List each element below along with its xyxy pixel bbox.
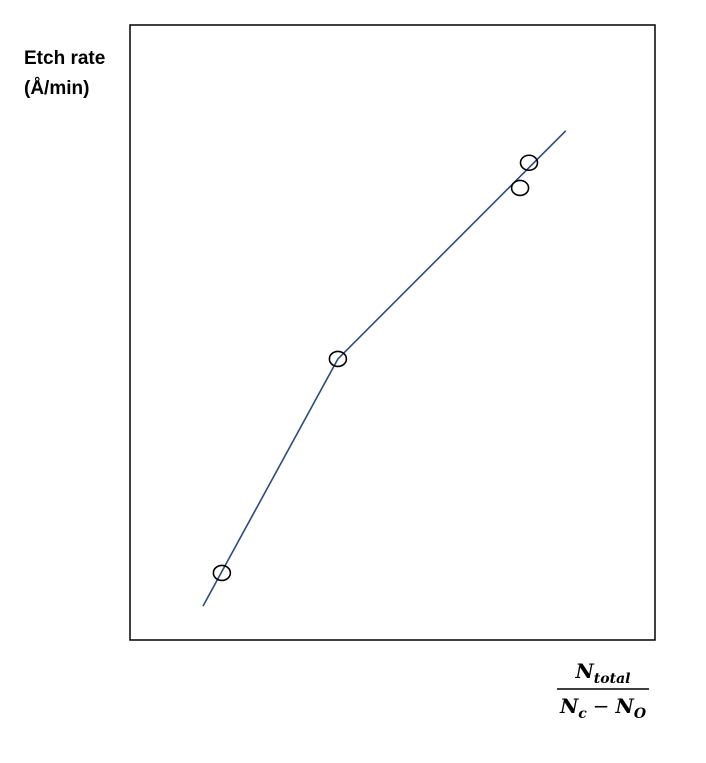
subscript: c — [578, 706, 587, 722]
operator: − — [593, 694, 610, 718]
y-axis-label: (Å/min) — [24, 78, 89, 99]
symbol: N — [615, 694, 635, 718]
subscript: total — [594, 671, 631, 687]
fit-line — [202, 130, 567, 607]
y-axis-label: Etch rate — [24, 48, 105, 69]
data-point — [519, 154, 539, 172]
data-point — [510, 179, 530, 197]
symbol: N — [559, 694, 579, 718]
data-point — [212, 564, 232, 582]
plot-frame — [129, 24, 656, 641]
data-point — [328, 350, 348, 368]
x-axis-label-denominator: Nc − NO — [559, 694, 647, 722]
symbol: N — [575, 659, 595, 683]
x-axis-label-numerator: Ntotal — [575, 659, 631, 687]
subscript: O — [634, 706, 647, 722]
